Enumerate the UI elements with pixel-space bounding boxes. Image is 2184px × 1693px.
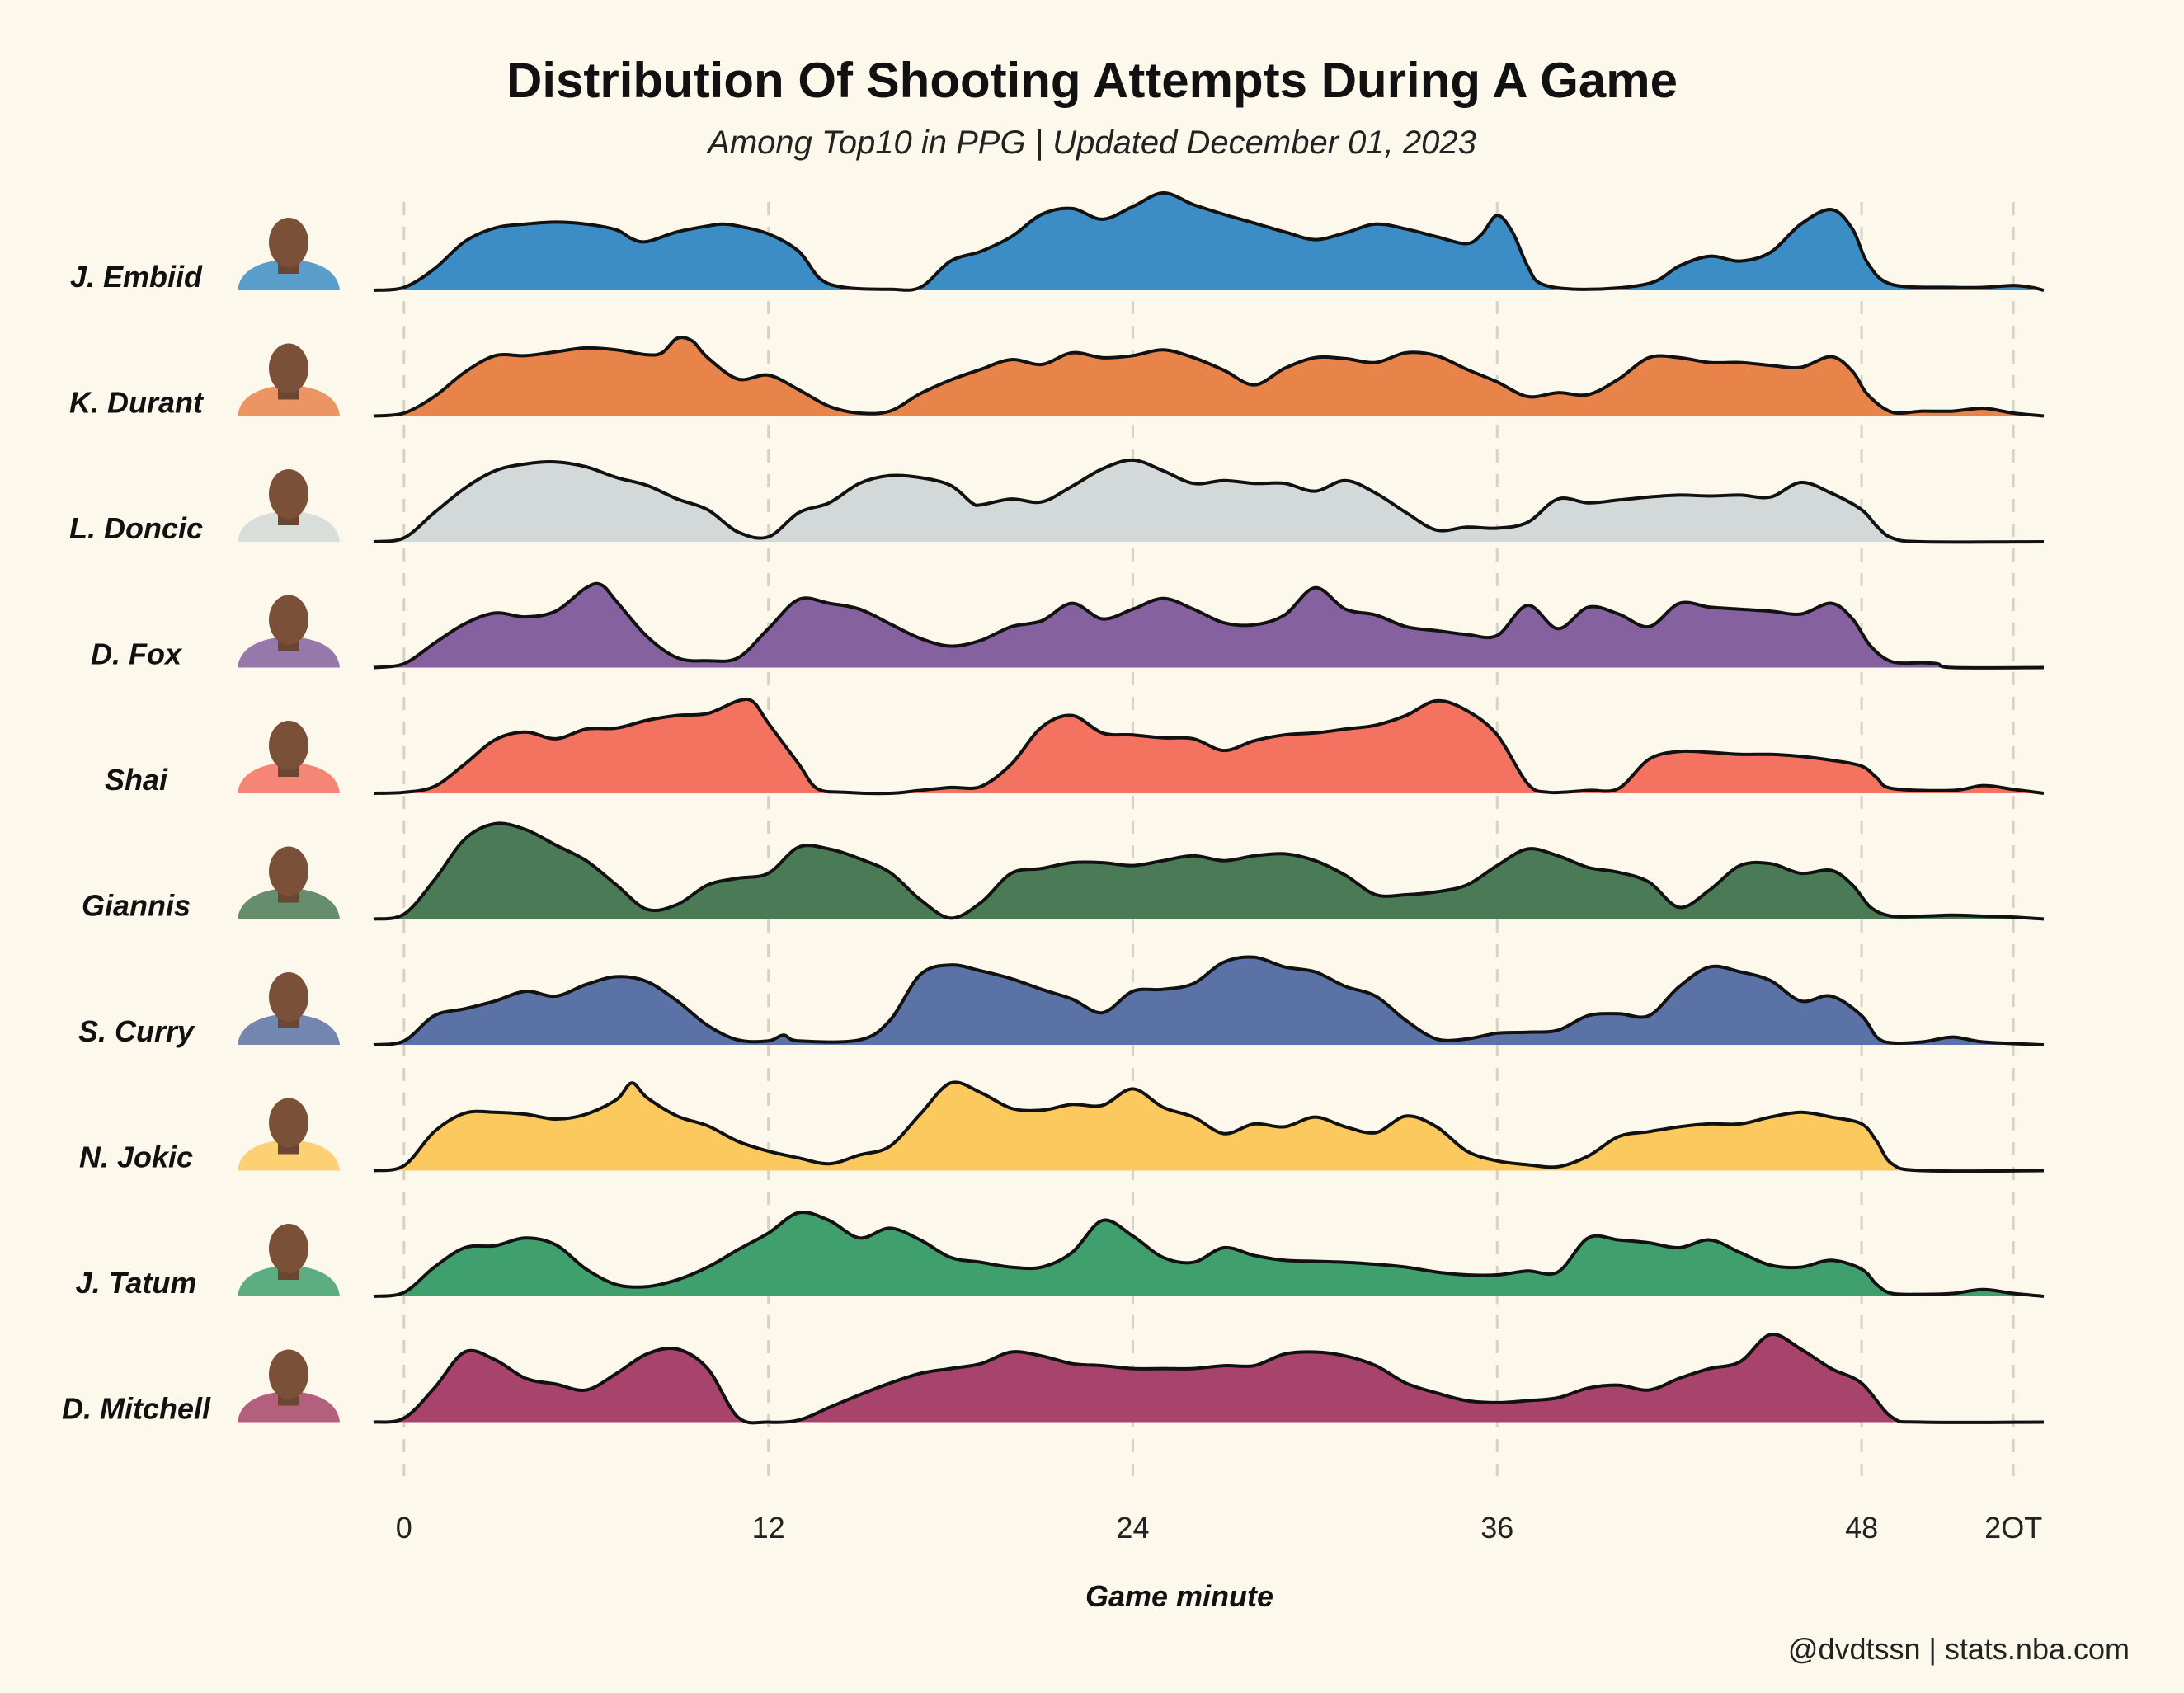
x-tick-label: 24 (1116, 1511, 1149, 1545)
ridge-outline (373, 955, 2045, 1046)
x-tick-label: 36 (1480, 1511, 1513, 1545)
ridge-area (374, 1333, 2044, 1423)
ridge-series: D. Fox (91, 581, 2045, 671)
x-tick-label: 0 (396, 1511, 412, 1545)
chart-title: Distribution Of Shooting Attempts During… (506, 53, 1678, 108)
ridge-area (374, 192, 2044, 290)
player-label: J. Tatum (76, 1266, 197, 1300)
player-label: K. Durant (69, 386, 205, 420)
player-avatar (238, 218, 340, 290)
ridge-series: K. Durant (69, 336, 2045, 420)
player-avatar (238, 1224, 340, 1296)
ridge-area (374, 957, 2044, 1045)
ridge-series: J. Tatum (76, 1210, 2045, 1300)
ridge-area (374, 337, 2044, 416)
player-label: D. Mitchell (62, 1392, 211, 1426)
ridge-outline (373, 697, 2045, 796)
player-avatar (238, 1098, 340, 1171)
ridge-outline (373, 1080, 2045, 1173)
player-label: S. Curry (78, 1014, 195, 1048)
ridge-outline (373, 581, 2045, 670)
player-avatar (238, 972, 340, 1045)
ridge-area (374, 823, 2044, 919)
player-label: Shai (105, 763, 168, 797)
ridge-series: D. Mitchell (62, 1333, 2045, 1426)
ridge-series: Shai (105, 697, 2045, 797)
ridge-outline (373, 1210, 2045, 1298)
ridge-area (374, 583, 2044, 668)
ridge-series: S. Curry (78, 955, 2045, 1048)
player-label: J. Embiid (70, 260, 203, 294)
x-axis-title: Game minute (1085, 1579, 1273, 1613)
player-label: N. Jokic (79, 1140, 193, 1174)
player-label: L. Doncic (69, 511, 203, 545)
x-tick-label: 48 (1845, 1511, 1878, 1545)
player-avatar (238, 721, 340, 793)
player-avatar (238, 343, 340, 416)
player-avatar (238, 595, 340, 668)
player-avatar (238, 846, 340, 919)
ridge-series: L. Doncic (69, 458, 2045, 545)
x-tick-label: 12 (752, 1511, 785, 1545)
x-axis-ticks: 0 12 24 36 48 2OT (396, 1511, 2042, 1545)
player-avatar (238, 1349, 340, 1423)
ridge-outline (373, 336, 2045, 418)
ridge-series: J. Embiid (70, 190, 2045, 294)
ridge-area (374, 1211, 2044, 1296)
chart-subtitle: Among Top10 in PPG | Updated December 01… (706, 125, 1476, 161)
source-credit: @dvdtssn | stats.nba.com (1788, 1632, 2130, 1666)
x-tick-label: 2OT (1984, 1511, 2042, 1545)
ridge-area (374, 459, 2044, 543)
player-avatar (238, 469, 340, 542)
ridges: J. Embiid K. Durant L. Doncic D. Fox Shai Gia… (62, 190, 2045, 1426)
ridge-outline (373, 190, 2045, 292)
ridge-series: N. Jokic (79, 1080, 2045, 1174)
ridge-outline (373, 1333, 2045, 1425)
player-label: D. Fox (91, 637, 183, 671)
ridge-series: Giannis (82, 821, 2045, 923)
player-label: Giannis (82, 889, 191, 923)
ridge-outline (373, 458, 2045, 544)
ridge-outline (373, 821, 2045, 921)
